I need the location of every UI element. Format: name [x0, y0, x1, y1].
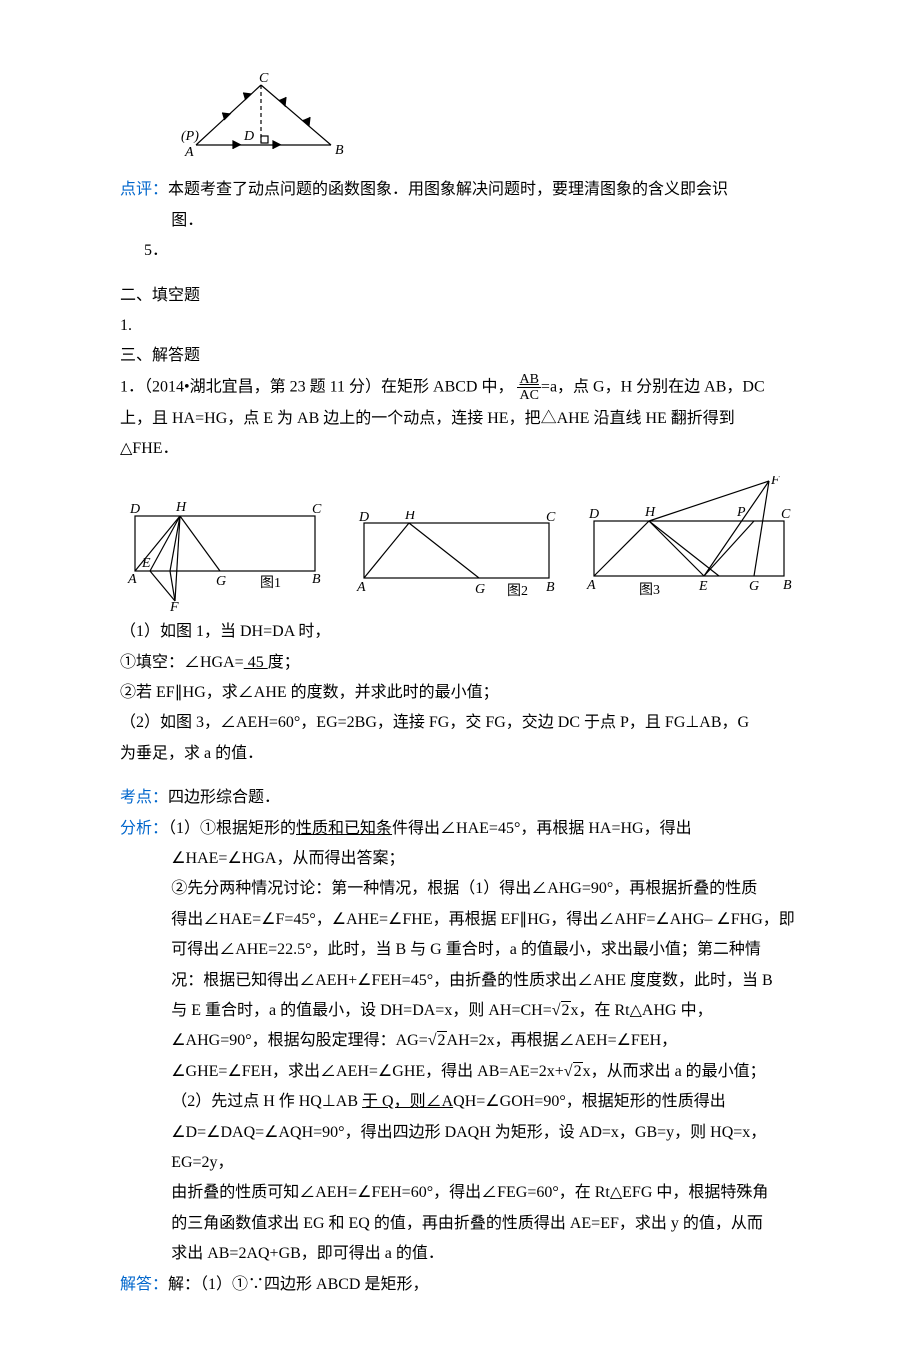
- fx-l6: 况：根据已知得出∠AEH+∠FEH=45°，由折叠的性质求出∠AHE 度度数，此…: [120, 966, 800, 996]
- sqrt-2-a: √2: [552, 1001, 571, 1019]
- jieda-row: 解答：解：（1）①∵四边形 ABCD 是矩形，: [120, 1270, 800, 1300]
- svg-text:B: B: [783, 578, 792, 593]
- p1-l2a: ①填空：∠HGA=: [120, 654, 244, 671]
- p1-l3: ②若 EF∥HG，求∠AHE 的度数，并求此时的最小值；: [120, 678, 800, 708]
- fx-l2: ∠HAE=∠HGA，从而得出答案；: [120, 844, 800, 874]
- svg-text:H: H: [404, 511, 416, 523]
- q1-pre: 1．（2014•湖北宜昌，第 23 题 11 分）在矩形 ABCD 中，: [120, 378, 513, 395]
- fx-l1a: （1）①根据矩形的: [168, 820, 296, 837]
- fraction-num: AB: [517, 372, 540, 388]
- svg-text:(P): (P): [181, 129, 199, 144]
- section-3-title: 三、解答题: [120, 341, 800, 371]
- kaodian-row: 考点：四边形综合题．: [120, 783, 800, 813]
- sqrt-2-c: √2: [564, 1062, 583, 1080]
- fx-l1u: 性质和已知条: [296, 820, 392, 837]
- svg-text:A: A: [184, 145, 194, 160]
- fx-l4: 得出∠HAE=∠F=45°，∠AHE=∠FHE，再根据 EF∥HG，得出∠AHF…: [120, 905, 800, 935]
- comment-text-b: 图．: [120, 206, 800, 236]
- fx-l5: 可得出∠AHE=22.5°，此时，当 B 与 G 重合时，a 的值最小，求出最小…: [120, 935, 800, 965]
- fx-l8: ∠AHG=90°，根据勾股定理得：AG=√2AH=2x，再根据∠AEH=∠FEH…: [120, 1026, 800, 1056]
- svg-text:C: C: [259, 71, 269, 86]
- fx-l10u: 于 Q，则∠A: [362, 1093, 453, 1110]
- svg-text:D: D: [588, 507, 599, 522]
- q1-line1: 1．（2014•湖北宜昌，第 23 题 11 分）在矩形 ABCD 中， AB …: [120, 372, 800, 404]
- fx-l9: ∠GHE=∠FEH，求出∠AEH=∠GHE，得出 AB=AE=2x+√2x，从而…: [120, 1057, 800, 1087]
- fx-l8a: ∠AHG=90°，根据勾股定理得：AG=: [171, 1032, 428, 1049]
- fx-l9a: ∠GHE=∠FEH，求出∠AEH=∠GHE，得出 AB=AE=2x+: [171, 1063, 564, 1080]
- svg-text:图2: 图2: [507, 584, 528, 599]
- label-kaodian: 考点：: [120, 789, 168, 806]
- fraction-ab-ac: AB AC: [517, 372, 540, 404]
- fx-l9b: x，从而求出 a 的最小值；: [583, 1063, 766, 1080]
- svg-text:G: G: [216, 574, 226, 589]
- q1-line2: 上，且 HA=HG，点 E 为 AB 边上的一个动点，连接 HE，把△AHE 沿…: [120, 404, 800, 434]
- svg-text:C: C: [546, 511, 556, 525]
- fx-l8b: AH=2x，再根据∠AEH=∠FEH，: [447, 1032, 678, 1049]
- fenxi-l1: 分析：（1）①根据矩形的性质和已知条件得出∠HAE=45°，再根据 HA=HG，…: [120, 814, 800, 844]
- section-2-item-1: 1.: [120, 311, 800, 341]
- triangle-svg: (P) A B C D: [171, 70, 361, 160]
- svg-text:A: A: [356, 580, 366, 595]
- svg-text:P: P: [736, 505, 746, 520]
- svg-text:B: B: [335, 143, 344, 158]
- svg-text:B: B: [312, 572, 321, 587]
- triangle-figure: (P) A B C D: [171, 70, 800, 171]
- svg-text:D: D: [358, 511, 369, 525]
- svg-text:E: E: [141, 556, 151, 571]
- svg-text:E: E: [698, 579, 708, 594]
- fx-l10a: （2）先过点 H 作 HQ⊥AB: [171, 1093, 362, 1110]
- svg-text:D: D: [129, 502, 140, 517]
- item-5: 5．: [120, 236, 800, 266]
- label-jieda: 解答：: [120, 1276, 168, 1293]
- label-dianping: 点评：: [120, 181, 168, 198]
- fx-l13: 由折叠的性质可知∠AEH=∠FEH=60°，得出∠FEG=60°，在 Rt△EF…: [120, 1178, 800, 1208]
- fx-l15: 求出 AB=2AQ+GB，即可得出 a 的值．: [120, 1239, 800, 1269]
- svg-text:图3: 图3: [639, 583, 660, 598]
- p1-l1: （1）如图 1，当 DH=DA 时，: [120, 617, 800, 647]
- svg-text:G: G: [749, 579, 759, 594]
- p1-l5: 为垂足，求 a 的值．: [120, 739, 800, 769]
- svg-text:B: B: [546, 580, 555, 595]
- three-figures-row: D H C A E G B F 图1 D H C A G B 图2: [120, 476, 800, 611]
- comment-dianping: 点评：本题考查了动点问题的函数图象．用图象解决问题时，要理清图象的含义即会识: [120, 175, 800, 205]
- comment-text-a: 本题考查了动点问题的函数图象．用图象解决问题时，要理清图象的含义即会识: [168, 181, 728, 198]
- fraction-den: AC: [517, 388, 540, 403]
- svg-text:C: C: [781, 507, 791, 522]
- svg-text:图1: 图1: [260, 576, 281, 591]
- p1-l2b: 度；: [268, 654, 300, 671]
- figure-2: D H C A G B 图2: [349, 511, 560, 611]
- q1-line3: △FHE．: [120, 434, 800, 464]
- svg-text:F: F: [770, 476, 780, 488]
- svg-text:F: F: [169, 600, 179, 611]
- fx-l10: （2）先过点 H 作 HQ⊥AB 于 Q，则∠AQH=∠GOH=90°，根据矩形…: [120, 1087, 800, 1117]
- section-2-title: 二、填空题: [120, 281, 800, 311]
- label-fenxi: 分析：: [120, 820, 168, 837]
- fx-l14: 的三角函数值求出 EG 和 EQ 的值，再由折叠的性质得出 AE=EF，求出 y…: [120, 1209, 800, 1239]
- kaodian-text: 四边形综合题．: [168, 789, 280, 806]
- jieda-text: 解：（1）①∵四边形 ABCD 是矩形，: [168, 1276, 428, 1293]
- fx-l11: ∠D=∠DAQ=∠AQH=90°，得出四边形 DAQH 为矩形，设 AD=x，G…: [120, 1118, 800, 1148]
- fx-l7: 与 E 重合时，a 的值最小，设 DH=DA=x，则 AH=CH=√2x，在 R…: [120, 996, 800, 1026]
- fx-l10b: QH=∠GOH=90°，根据矩形的性质得出: [453, 1093, 726, 1110]
- p1-l2: ①填空：∠HGA= 45 度；: [120, 648, 800, 678]
- fx-l7a: 与 E 重合时，a 的值最小，设 DH=DA=x，则 AH=CH=: [171, 1002, 552, 1019]
- svg-text:C: C: [312, 502, 322, 517]
- p1-l4: （2）如图 3，∠AEH=60°，EG=2BG，连接 FG，交 FG，交边 DC…: [120, 708, 800, 738]
- fx-l12: EG=2y，: [120, 1148, 800, 1178]
- svg-text:A: A: [127, 572, 137, 587]
- svg-text:H: H: [644, 505, 656, 520]
- svg-text:H: H: [175, 500, 187, 515]
- fx-l3: ②先分两种情况讨论：第一种情况，根据（1）得出∠AHG=90°，再根据折叠的性质: [120, 874, 800, 904]
- svg-text:G: G: [475, 582, 485, 597]
- svg-text:A: A: [586, 578, 596, 593]
- fx-l1b: 件得出∠HAE=45°，再根据 HA=HG，得出: [392, 820, 692, 837]
- sqrt-2-b: √2: [428, 1031, 447, 1049]
- q1-post: =a，点 G，H 分别在边 AB，DC: [541, 378, 765, 395]
- svg-text:D: D: [243, 129, 254, 144]
- blank-45: 45: [244, 654, 268, 671]
- figure-1: D H C A E G B F 图1: [120, 481, 331, 611]
- fx-l7b: x，在 Rt△AHG 中，: [571, 1002, 713, 1019]
- figure-3: D H C A E G B F P 图3: [579, 476, 800, 611]
